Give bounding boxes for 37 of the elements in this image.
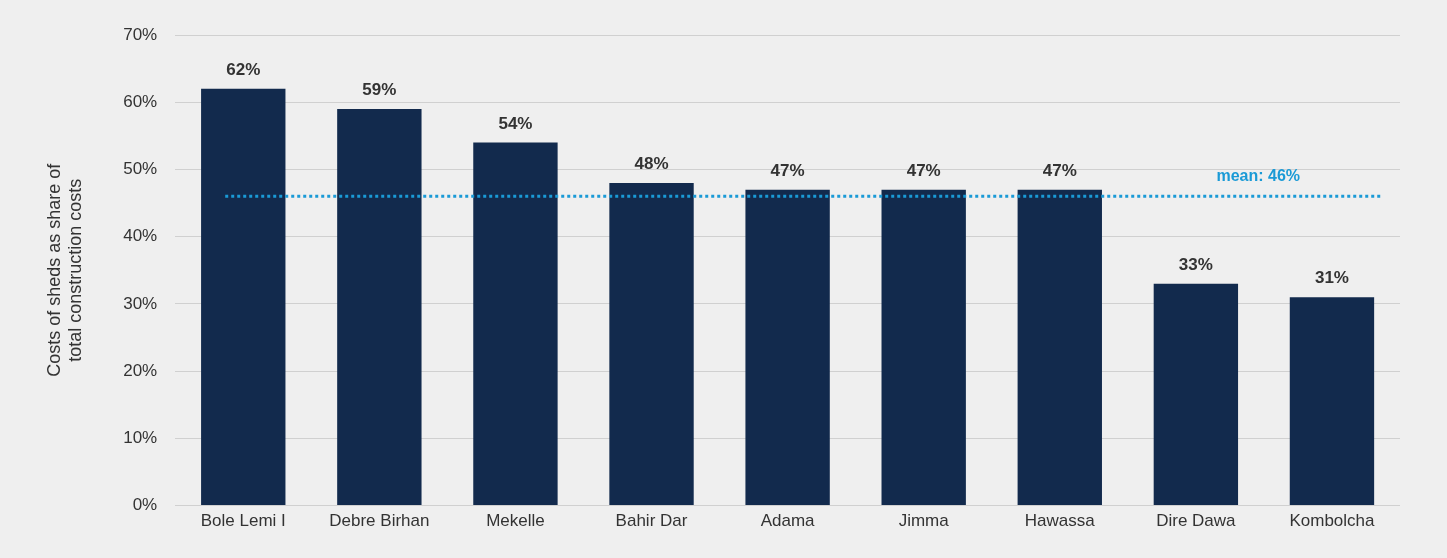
x-tick-label: Mekelle <box>486 511 545 531</box>
y-tick-label: 30% <box>123 293 158 313</box>
data-label: 47% <box>1042 160 1077 180</box>
bar <box>745 189 830 506</box>
data-label: 59% <box>362 80 397 100</box>
bar <box>609 182 694 506</box>
data-label: 62% <box>226 59 261 79</box>
x-tick-label: Debre Birhan <box>329 511 430 531</box>
bar <box>1017 189 1102 506</box>
bar <box>201 88 286 506</box>
bar <box>1289 297 1375 506</box>
bar <box>881 189 966 506</box>
data-label: 33% <box>1178 254 1213 274</box>
y-tick-label: 10% <box>123 428 158 448</box>
bar <box>1153 283 1239 506</box>
x-tick-label: Adama <box>760 511 816 531</box>
data-label: 54% <box>498 113 533 133</box>
x-tick-label: Bole Lemi I <box>200 511 286 531</box>
data-label: 48% <box>634 154 669 174</box>
x-tick-label: Hawassa <box>1024 511 1096 531</box>
x-tick-label: Jimma <box>898 511 950 531</box>
y-tick-label: 50% <box>123 159 158 179</box>
data-label: 47% <box>906 160 941 180</box>
y-tick-label: 60% <box>123 91 158 111</box>
x-tick-label: Dire Dawa <box>1156 511 1237 531</box>
y-axis-title: Costs of sheds as share of total construction costs <box>43 162 86 377</box>
y-tick-label: 0% <box>132 495 158 515</box>
data-label: 47% <box>770 160 805 180</box>
y-tick-label: 20% <box>123 360 158 380</box>
x-tick-label: Kombolcha <box>1289 511 1376 531</box>
data-label: 31% <box>1314 268 1349 288</box>
ref-line-label: mean: 46% <box>1216 166 1300 184</box>
y-tick-label: 40% <box>123 226 158 246</box>
y-tick-label: 70% <box>123 24 158 44</box>
x-tick-label: Bahir Dar <box>615 511 688 531</box>
bar <box>337 108 422 506</box>
bar <box>473 142 558 506</box>
